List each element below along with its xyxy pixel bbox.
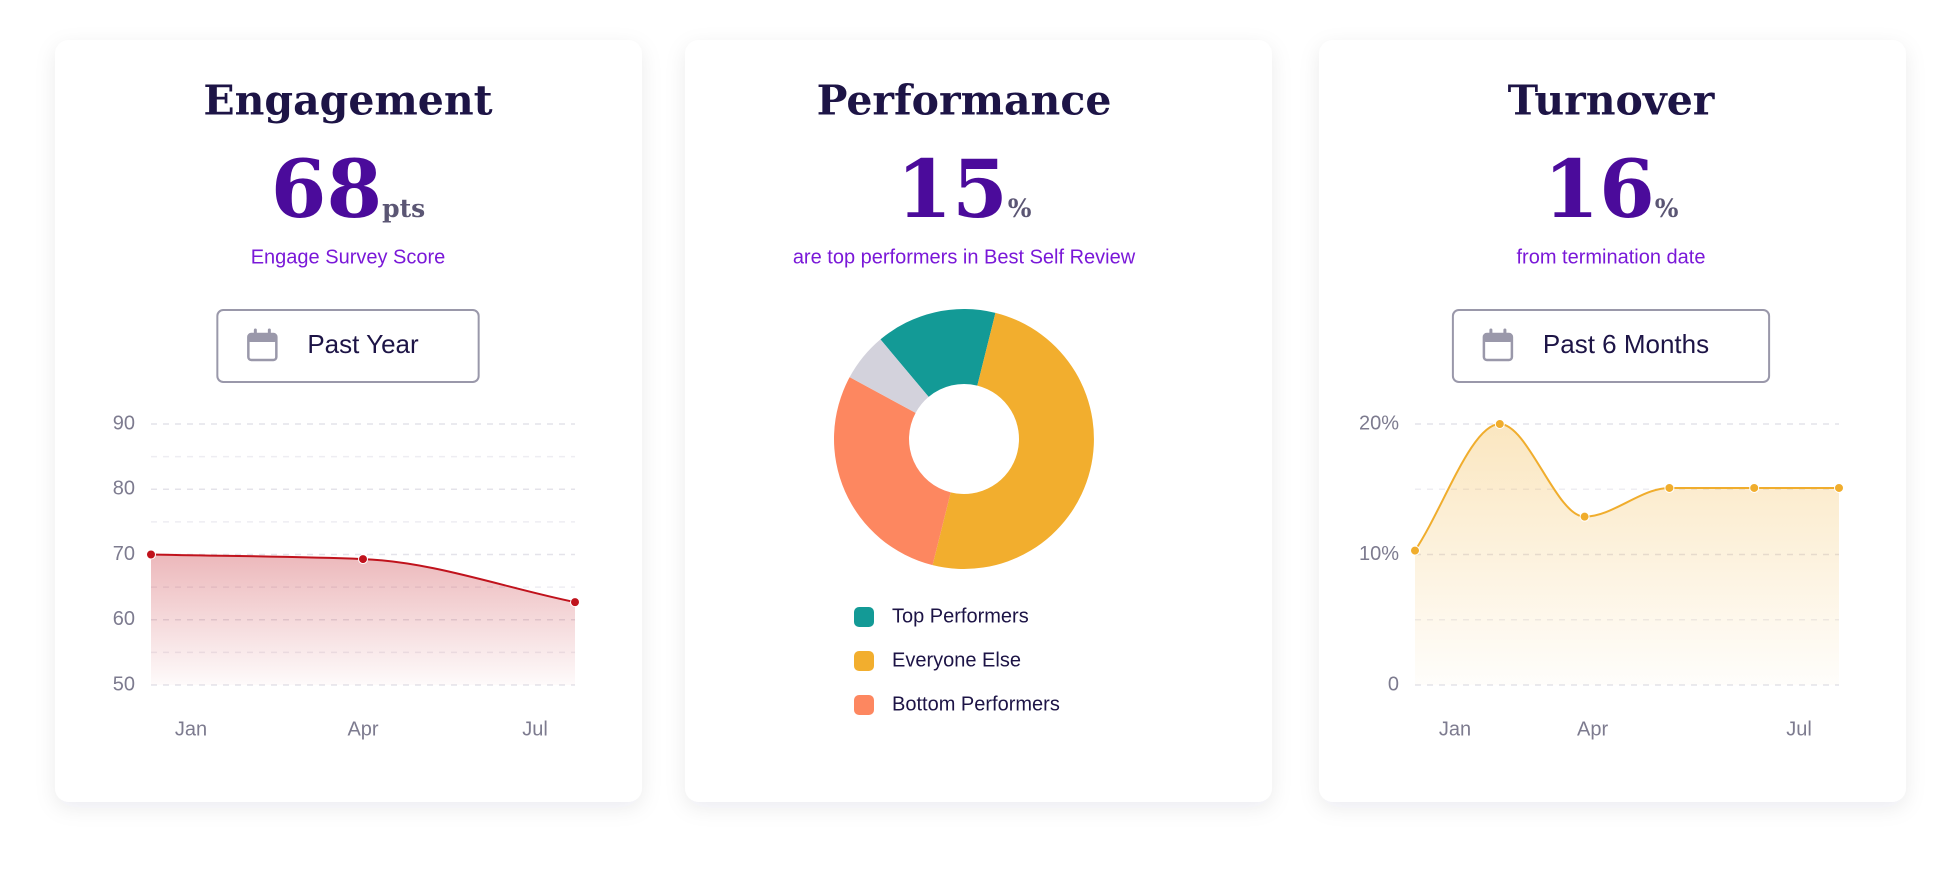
donut-segment	[880, 309, 996, 397]
metric-caption: are top performers in Best Self Review	[793, 246, 1136, 268]
y-tick-label: 0	[1388, 673, 1399, 695]
x-tick-label: Jul	[1786, 718, 1812, 740]
card-title: Engagement	[203, 77, 492, 125]
y-tick-label: 70	[113, 543, 135, 565]
button-label: Past Year	[307, 329, 419, 359]
data-point	[1749, 482, 1760, 493]
data-point	[358, 554, 368, 565]
metric-caption: from termination date	[1517, 246, 1706, 268]
metric: 68pts	[271, 142, 425, 236]
metric-unit: %	[1655, 194, 1679, 223]
card-title: Performance	[817, 77, 1112, 125]
metric-value: 68	[271, 142, 382, 236]
data-point	[1494, 419, 1505, 429]
metric-unit: pts	[382, 194, 425, 223]
metric: 15%	[896, 142, 1031, 236]
metric-value: 15	[896, 142, 1007, 236]
calendar-header	[1483, 334, 1512, 342]
calendar-icon	[247, 328, 278, 362]
legend-swatch	[854, 651, 874, 671]
area	[151, 554, 575, 685]
x-tick-label: Apr	[1577, 718, 1608, 740]
data-point	[570, 597, 580, 608]
legend-label: Bottom Performers	[892, 693, 1060, 715]
card-title: Turnover	[1508, 77, 1716, 125]
x-tick-label: Apr	[347, 718, 378, 740]
legend-swatch	[854, 695, 874, 715]
donut-segment	[932, 312, 1094, 569]
legend-label: Top Performers	[892, 605, 1029, 627]
y-tick-label: 50	[113, 673, 135, 695]
y-tick-label: 90	[113, 412, 135, 434]
metric-value: 16	[1543, 142, 1654, 236]
calendar-icon	[1482, 328, 1514, 362]
date-range-button[interactable]	[1451, 309, 1771, 383]
area	[1415, 424, 1839, 685]
y-tick-label: 20%	[1359, 412, 1399, 434]
x-tick-label: Jan	[1439, 718, 1471, 740]
metric-unit: %	[1008, 194, 1032, 223]
metric-caption: Engage Survey Score	[251, 246, 446, 268]
y-tick-label: 60	[113, 608, 135, 630]
y-tick-label: 80	[113, 478, 135, 500]
data-point	[1664, 482, 1675, 493]
donut-segment	[834, 377, 951, 566]
y-tick-label: 10%	[1359, 543, 1399, 565]
date-range-button[interactable]	[216, 309, 480, 383]
legend-label: Everyone Else	[892, 649, 1021, 671]
data-point	[1834, 482, 1844, 493]
button-label: Past 6 Months	[1543, 329, 1709, 359]
data-point	[146, 549, 156, 560]
x-tick-label: Jan	[175, 718, 207, 740]
calendar-header	[248, 334, 277, 342]
card	[685, 40, 1272, 802]
legend-swatch	[854, 607, 874, 627]
donut-segment	[849, 339, 929, 413]
x-tick-label: Jul	[522, 718, 548, 740]
data-point	[1579, 511, 1590, 522]
metric: 16%	[1543, 142, 1678, 236]
data-point	[1410, 545, 1420, 556]
